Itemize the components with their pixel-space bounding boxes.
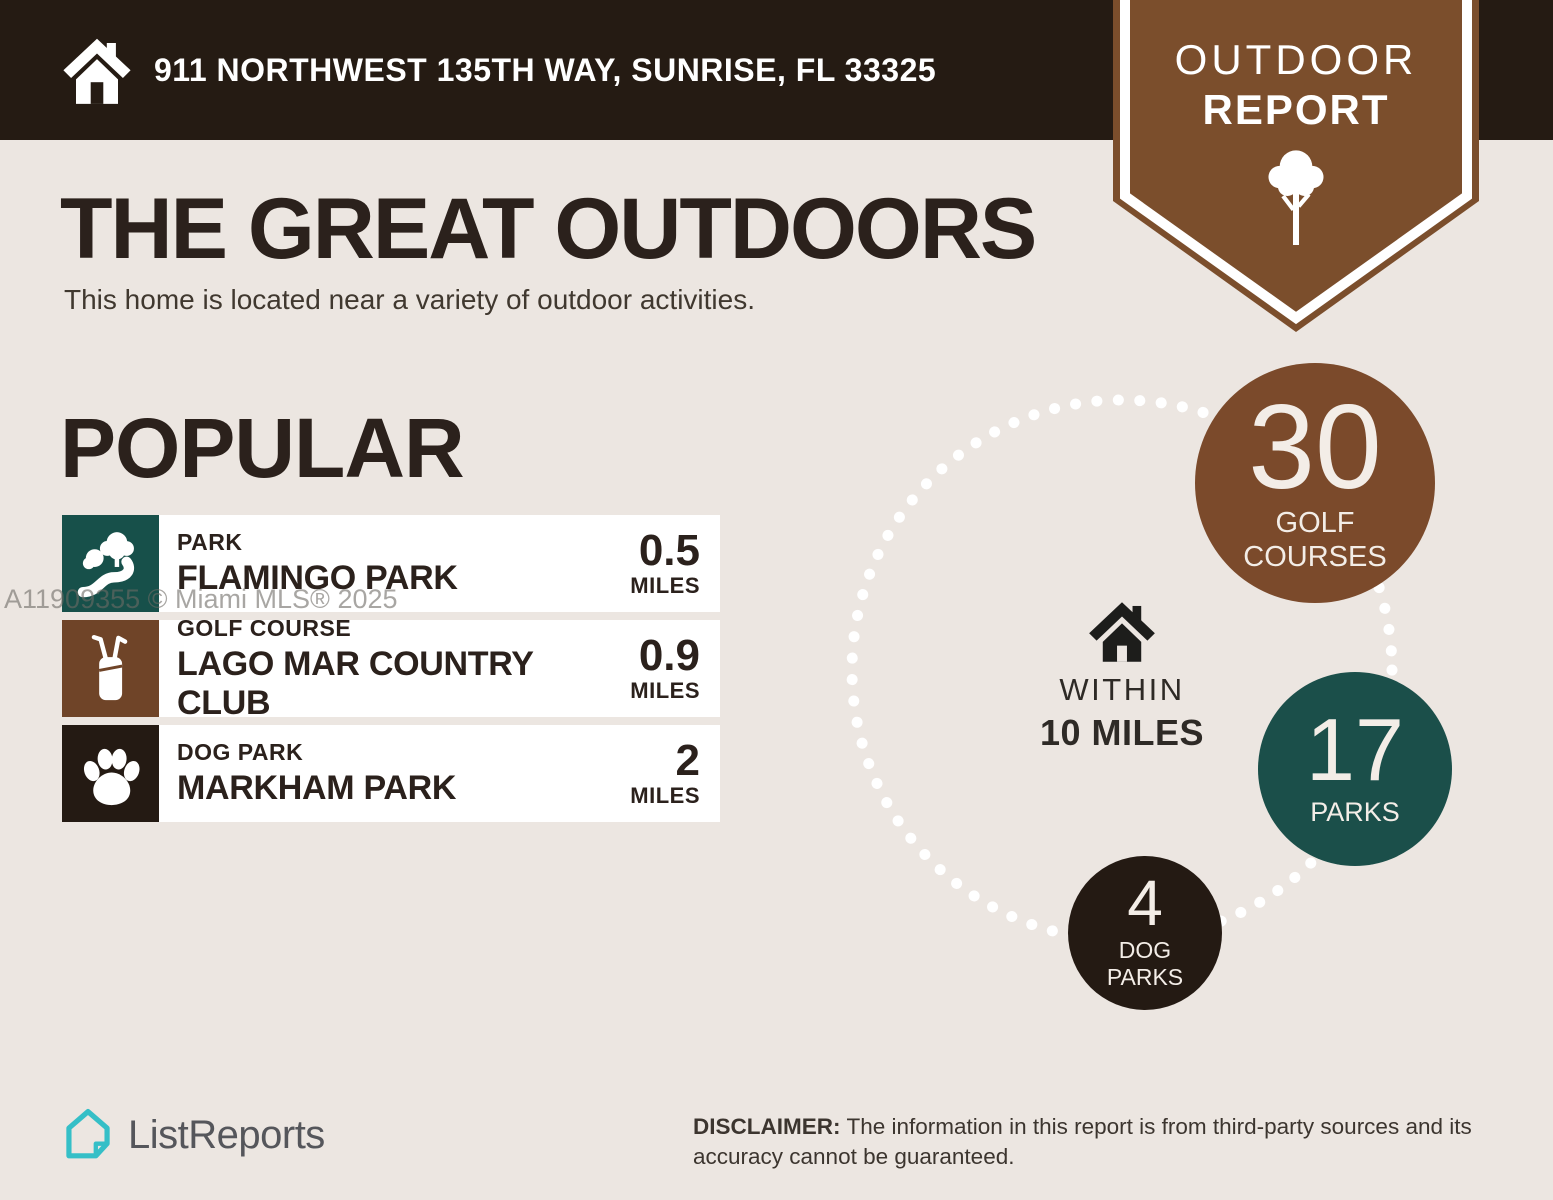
disclaimer-label: DISCLAIMER: (693, 1114, 841, 1139)
badge-title-line2: REPORT (1202, 86, 1390, 133)
page-title: THE GREAT OUTDOORS (60, 181, 1037, 277)
within-label-line1: WITHIN (1059, 672, 1185, 707)
distance-value: 2 (675, 735, 700, 785)
brand-name: ListReports (128, 1112, 325, 1157)
within-radius-label: WITHIN 10 MILES (1022, 672, 1222, 754)
list-item-golf-course: GOLF COURSE LAGO MAR COUNTRY CLUB 0.9 MI… (62, 615, 720, 722)
distance-value: 0.5 (638, 525, 700, 575)
disclaimer: DISCLAIMER: The information in this repor… (693, 1112, 1513, 1172)
badge-title-line1: OUTDOOR (1174, 36, 1418, 83)
popular-list: PARK FLAMINGO PARK 0.5 MILES GOLF (62, 515, 720, 830)
item-distance: 2 MILES (608, 735, 700, 809)
distance-value: 0.9 (638, 630, 700, 680)
list-item-park: PARK FLAMINGO PARK 0.5 MILES (62, 515, 720, 612)
item-category: GOLF COURSE (177, 614, 352, 641)
stat-label: DOG PARKS (1106, 937, 1184, 991)
page-subtitle: This home is located near a variety of o… (64, 284, 756, 315)
stat-circle-parks: 17 PARKS (1258, 672, 1452, 866)
distance-unit: MILES (630, 572, 700, 598)
item-name: LAGO MAR COUNTRY CLUB (177, 644, 533, 722)
stat-label: PARKS (1310, 796, 1400, 827)
stat-circle-golf-courses: 30 GOLF COURSES (1195, 363, 1435, 603)
listreports-logo-icon (66, 1109, 110, 1159)
tree-icon (1268, 150, 1324, 245)
item-distance: 0.9 MILES (608, 630, 700, 704)
popular-heading: POPULAR (60, 401, 465, 495)
list-item-body: PARK FLAMINGO PARK 0.5 MILES (159, 515, 720, 612)
stat-label: GOLF COURSES (1243, 506, 1387, 574)
item-name: FLAMINGO PARK (177, 559, 458, 597)
list-item-body: GOLF COURSE LAGO MAR COUNTRY CLUB 0.9 MI… (159, 615, 720, 722)
list-item-body: DOG PARK MARKHAM PARK 2 MILES (159, 725, 720, 822)
item-distance: 0.5 MILES (608, 525, 700, 599)
within-label-line2: 10 MILES (1039, 712, 1205, 753)
list-item-dog-park: DOG PARK MARKHAM PARK 2 MILES (62, 725, 720, 822)
disclaimer-text: The information in this report is from t… (693, 1114, 1472, 1170)
stat-circle-dog-parks: 4 DOG PARKS (1068, 856, 1222, 1010)
stat-value: 30 (1248, 379, 1382, 514)
golf-bag-icon (62, 620, 159, 717)
item-category: PARK (177, 529, 243, 555)
stat-value: 17 (1306, 699, 1404, 799)
item-name: MARKHAM PARK (177, 769, 457, 807)
listreports-brand: ListReports (62, 1104, 325, 1166)
distance-unit: MILES (630, 677, 700, 703)
stat-value: 4 (1127, 867, 1163, 940)
distance-unit: MILES (630, 782, 700, 808)
park-trees-icon (62, 515, 159, 612)
mls-watermark: A11909355 © Miami MLS® 2025 (4, 584, 398, 614)
house-icon (1089, 602, 1155, 662)
item-category: DOG PARK (177, 739, 304, 765)
paw-icon (62, 725, 159, 822)
outdoor-report-badge: OUTDOOR REPORT (1113, 0, 1479, 332)
home-icon (63, 38, 131, 104)
property-address: 911 NORTHWEST 135TH WAY, SUNRISE, FL 333… (154, 51, 937, 88)
